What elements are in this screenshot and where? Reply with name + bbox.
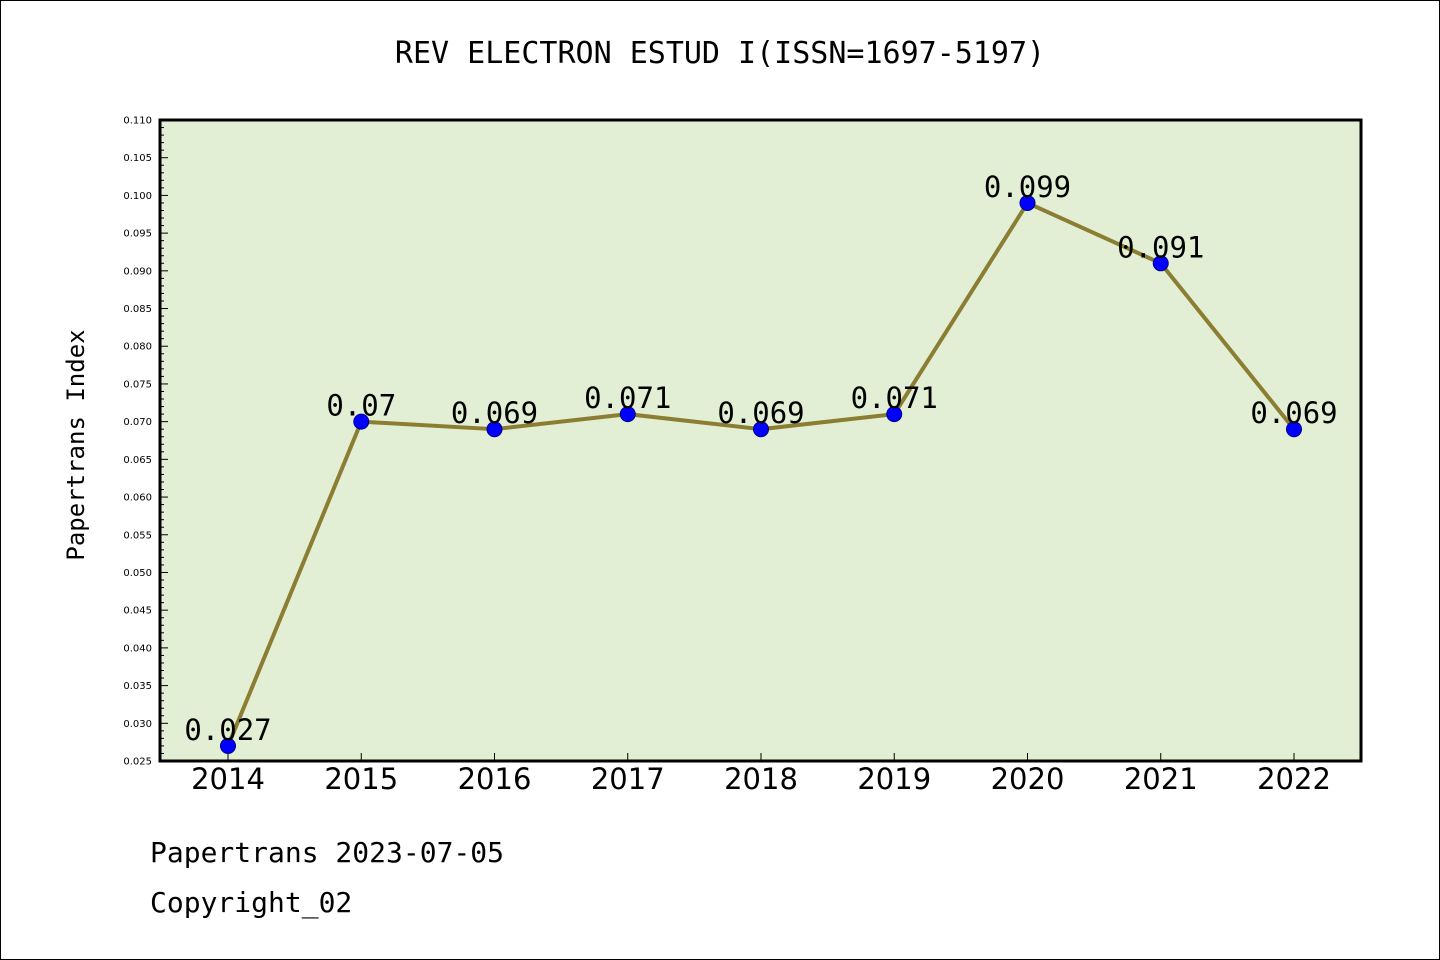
y-tick-label: 0.050 xyxy=(123,568,152,579)
data-label: 0.027 xyxy=(184,713,271,747)
y-tick-label: 0.040 xyxy=(123,643,152,654)
data-point xyxy=(220,737,236,754)
data-point xyxy=(753,421,769,438)
x-tick-label: 2016 xyxy=(458,762,532,796)
y-axis: 0.025 0.030 0.035 0.040 0.045 0.050 0.055 0.060… xyxy=(123,116,168,768)
y-tick-label: 0.080 xyxy=(123,342,152,353)
data-point xyxy=(486,421,503,438)
data-point xyxy=(1019,194,1036,211)
y-tick-label: 0.030 xyxy=(123,719,152,730)
y-tick-label: 0.065 xyxy=(123,455,152,466)
y-tick-label: 0.070 xyxy=(123,417,152,428)
data-point xyxy=(886,406,903,423)
footer-date: Papertrans 2023-07-05 xyxy=(150,836,505,869)
x-tick-label: 2018 xyxy=(724,762,798,796)
data-label: 0.091 xyxy=(1117,230,1204,264)
data-point xyxy=(619,406,636,423)
data-point xyxy=(1286,421,1302,438)
x-tick-label: 2019 xyxy=(857,762,931,796)
data-label: 0.099 xyxy=(984,170,1071,204)
footer-copyright: Copyright_02 xyxy=(150,886,353,919)
data-label: 0.07 xyxy=(326,389,396,423)
x-tick-label: 2020 xyxy=(991,762,1065,796)
x-tick-label: 2022 xyxy=(1257,762,1331,796)
y-tick-label: 0.035 xyxy=(123,681,152,692)
data-points xyxy=(220,194,1302,754)
plot-area xyxy=(160,120,1361,761)
x-tick-label: 2021 xyxy=(1124,762,1198,796)
y-tick-label: 0.110 xyxy=(123,116,152,127)
plot-border xyxy=(158,118,1363,763)
x-tick-label: 2015 xyxy=(324,762,398,796)
x-tick-label: 2014 xyxy=(191,762,265,796)
chart-title: REV ELECTRON ESTUD I(ISSN=1697-5197) xyxy=(394,36,1046,71)
y-tick-label: 0.090 xyxy=(123,266,152,277)
x-axis: 2014 2015 2016 2017 2018 2019 2020 2021 2022 xyxy=(191,753,1331,796)
data-point xyxy=(353,413,370,430)
y-tick-label: 0.085 xyxy=(123,304,152,315)
data-label: 0.069 xyxy=(717,396,804,430)
data-label: 0.071 xyxy=(851,381,938,415)
data-label: 0.069 xyxy=(1250,396,1337,430)
y-tick-label: 0.055 xyxy=(123,530,152,541)
data-label: 0.069 xyxy=(451,396,538,430)
data-point xyxy=(1152,255,1169,272)
x-tick-label: 2017 xyxy=(591,762,665,796)
y-tick-label: 0.045 xyxy=(123,606,152,617)
y-tick-label: 0.100 xyxy=(123,191,152,202)
y-tick-label: 0.025 xyxy=(123,757,152,768)
data-label: 0.071 xyxy=(584,381,671,415)
y-tick-label: 0.060 xyxy=(123,493,152,504)
y-tick-label: 0.095 xyxy=(123,229,152,240)
data-labels: 0.027 0.07 0.069 0.071 0.069 0.071 0.099 0.091 0… xyxy=(184,170,1337,747)
y-tick-label: 0.075 xyxy=(123,379,152,390)
y-tick-label: 0.105 xyxy=(123,153,152,164)
